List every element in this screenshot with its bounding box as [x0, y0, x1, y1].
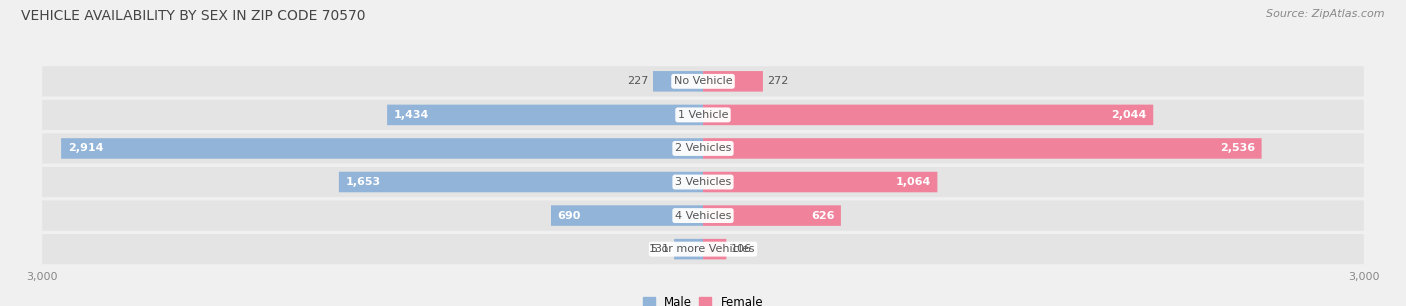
Text: 5 or more Vehicles: 5 or more Vehicles [651, 244, 755, 254]
FancyBboxPatch shape [60, 138, 703, 159]
FancyBboxPatch shape [339, 172, 703, 192]
FancyBboxPatch shape [551, 205, 703, 226]
Text: 2 Vehicles: 2 Vehicles [675, 144, 731, 154]
Text: 1,064: 1,064 [896, 177, 931, 187]
Text: 131: 131 [648, 244, 669, 254]
Text: 690: 690 [558, 211, 581, 221]
FancyBboxPatch shape [42, 167, 1364, 197]
Text: 2,536: 2,536 [1220, 144, 1256, 154]
FancyBboxPatch shape [703, 138, 1261, 159]
FancyBboxPatch shape [42, 200, 1364, 231]
FancyBboxPatch shape [42, 234, 1364, 264]
Text: 106: 106 [731, 244, 752, 254]
Text: Source: ZipAtlas.com: Source: ZipAtlas.com [1267, 9, 1385, 19]
Text: No Vehicle: No Vehicle [673, 76, 733, 86]
FancyBboxPatch shape [703, 239, 727, 259]
Legend: Male, Female: Male, Female [643, 296, 763, 306]
Text: VEHICLE AVAILABILITY BY SEX IN ZIP CODE 70570: VEHICLE AVAILABILITY BY SEX IN ZIP CODE … [21, 9, 366, 23]
Text: 4 Vehicles: 4 Vehicles [675, 211, 731, 221]
FancyBboxPatch shape [703, 205, 841, 226]
Text: 2,914: 2,914 [67, 144, 103, 154]
FancyBboxPatch shape [387, 105, 703, 125]
FancyBboxPatch shape [42, 66, 1364, 96]
FancyBboxPatch shape [652, 71, 703, 91]
FancyBboxPatch shape [703, 71, 763, 91]
Text: 272: 272 [768, 76, 789, 86]
Text: 1,434: 1,434 [394, 110, 429, 120]
FancyBboxPatch shape [673, 239, 703, 259]
FancyBboxPatch shape [42, 100, 1364, 130]
Text: 1 Vehicle: 1 Vehicle [678, 110, 728, 120]
Text: 1,653: 1,653 [346, 177, 381, 187]
Text: 626: 626 [811, 211, 834, 221]
FancyBboxPatch shape [42, 133, 1364, 164]
Text: 2,044: 2,044 [1111, 110, 1147, 120]
FancyBboxPatch shape [703, 105, 1153, 125]
FancyBboxPatch shape [703, 172, 938, 192]
Text: 3 Vehicles: 3 Vehicles [675, 177, 731, 187]
Text: 227: 227 [627, 76, 648, 86]
